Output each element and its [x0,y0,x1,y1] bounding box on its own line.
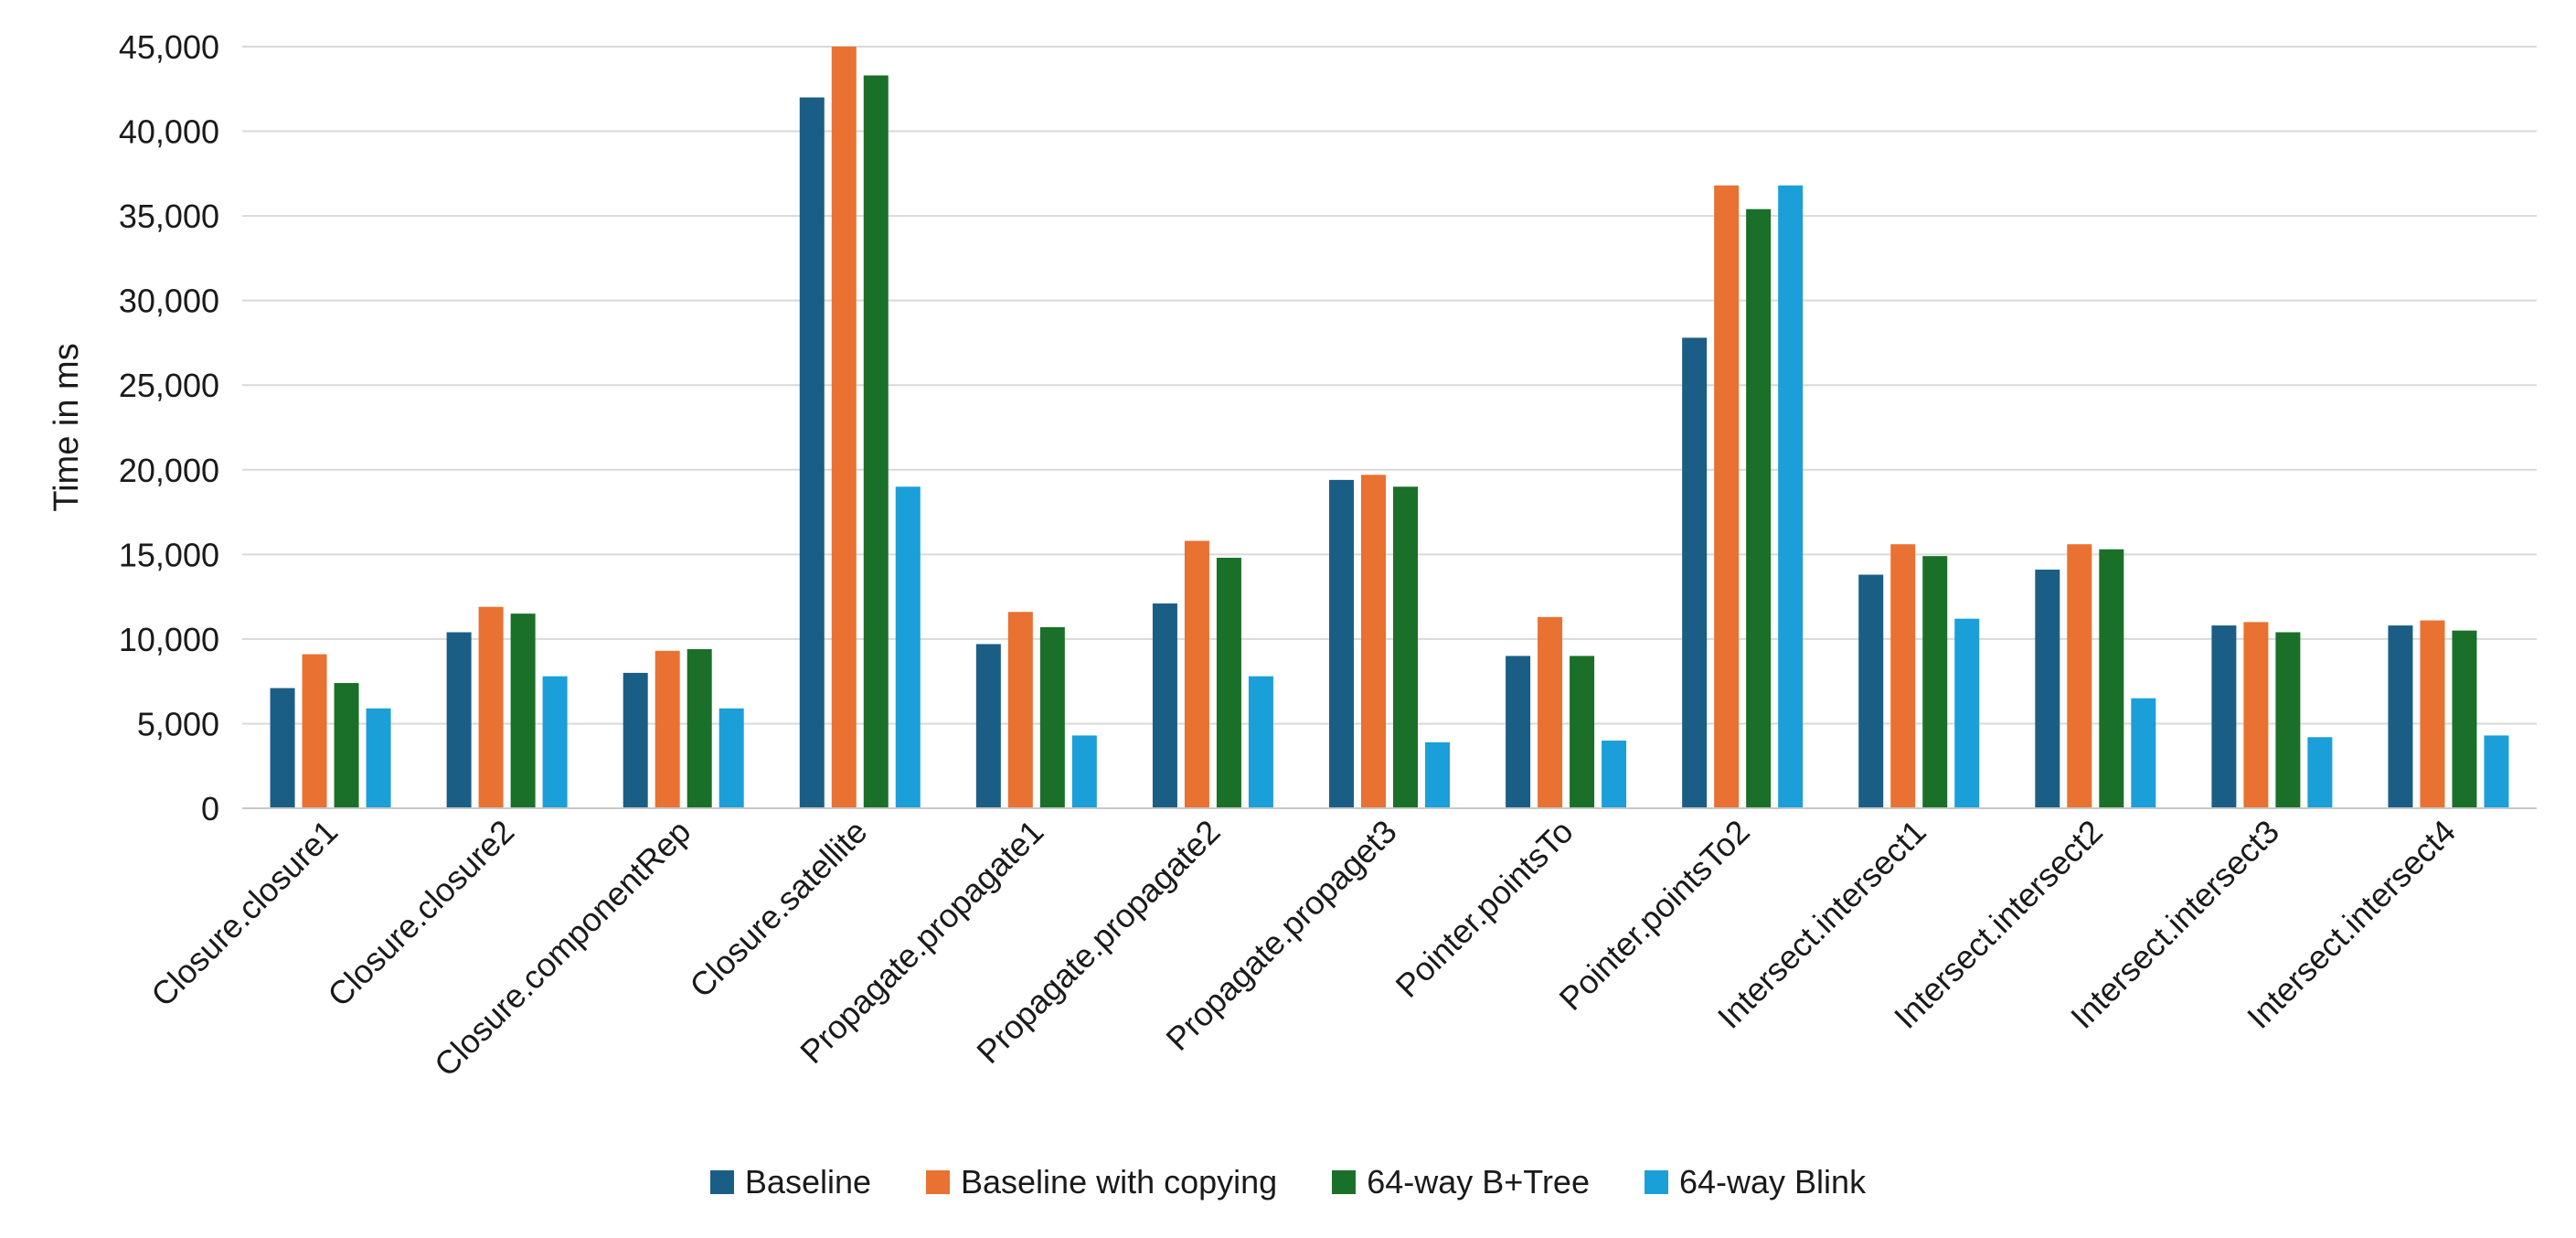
bar [1538,616,1563,808]
y-tick-label: 30,000 [119,283,219,320]
bar [366,708,391,808]
bar [1682,337,1708,808]
legend-label: Baseline with copying [961,1163,1278,1201]
bar [478,606,504,808]
bar [2452,630,2477,808]
bar [831,47,857,808]
bar [1216,558,1241,808]
x-tick-label: Pointer.pointsTo2 [1552,813,1757,1018]
bar [1506,656,1531,808]
bar [719,708,744,808]
bar [446,632,472,808]
x-tick-label: Closure.satellite [682,813,874,1005]
bar [1425,742,1450,808]
bar [1361,475,1386,808]
bar [1714,185,1740,808]
y-tick-label: 45,000 [119,28,219,66]
bar [1329,479,1354,808]
legend-swatch [709,1170,734,1194]
bar [1602,740,1627,808]
y-tick-label: 40,000 [119,113,219,151]
y-tick-label: 5,000 [137,705,219,742]
bar [655,650,680,808]
legend-item: Baseline [709,1163,871,1201]
y-tick-label: 20,000 [119,452,219,489]
legend-swatch [926,1170,950,1194]
y-axis-label: Time in ms [48,343,86,511]
y-axis-tick-labels: 0 5,000 10,000 15,000 20,000 25,000 30,000 35,0… [119,28,219,827]
bar-chart: 0 5,000 10,000 15,000 20,000 25,000 30,000 35,0… [48,28,2537,1083]
bar [510,614,536,808]
bar [1746,208,1772,808]
bars [270,47,2509,809]
bar [1858,574,1884,808]
legend-item: Baseline with copying [926,1163,1277,1201]
bar [542,676,568,808]
bar [1152,603,1177,808]
legend-item: 64-way B+Tree [1332,1163,1590,1201]
bar [1570,656,1595,808]
bar [863,75,889,809]
bar [1071,735,1097,808]
bar [687,648,712,808]
bar [1922,556,1948,808]
x-tick-label: Closure.closure1 [144,813,345,1014]
legend-item: 64-way Blink [1644,1163,1867,1201]
y-tick-label: 35,000 [119,197,219,235]
bar [2420,620,2445,808]
bar [895,486,921,808]
bar [1954,618,1980,808]
bar [2067,544,2092,808]
legend-label: Baseline [744,1163,871,1201]
y-tick-label: 10,000 [119,621,219,658]
bar [2099,549,2124,808]
bar [799,97,825,809]
bar [1184,540,1209,808]
bar [302,654,327,808]
legend-swatch [1644,1170,1668,1194]
legend-label: 64-way B+Tree [1367,1163,1590,1201]
bar [2035,569,2060,808]
bar [1007,612,1033,808]
bar [2211,625,2237,808]
bar [334,683,359,808]
bar [2131,698,2156,808]
bar [2275,632,2301,808]
bar [1890,544,1916,808]
x-tick-label: Closure.closure2 [320,813,521,1014]
bar [2243,622,2269,808]
y-tick-label: 25,000 [119,367,219,404]
bar [270,688,295,808]
bar [2388,625,2413,808]
bar [1248,676,1273,808]
legend: Baseline Baseline with copying 64-way B+Tr… [0,1163,2576,1201]
bar [2484,735,2509,808]
y-tick-label: 15,000 [119,536,219,573]
bar [1039,626,1065,808]
bar [2307,737,2333,808]
bar [975,644,1001,808]
legend-swatch [1332,1170,1357,1194]
bar [1393,486,1418,808]
gridlines [242,46,2537,725]
x-tick-label: Pointer.pointsTo [1389,813,1581,1005]
y-tick-label: 0 [201,790,219,827]
bar [623,672,648,808]
legend-label: 64-way Blink [1678,1163,1867,1201]
bar [1778,185,1804,808]
